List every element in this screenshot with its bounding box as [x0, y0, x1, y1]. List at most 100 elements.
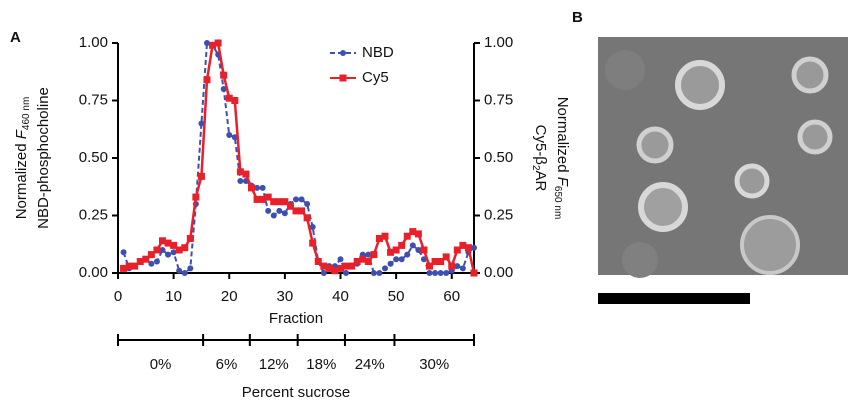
- marker: [231, 134, 238, 141]
- vesicle: [605, 50, 645, 90]
- x-tick-label: 20: [221, 288, 238, 305]
- marker: [359, 255, 367, 263]
- marker: [448, 262, 456, 270]
- x-tick-label: 10: [165, 288, 182, 305]
- marker: [159, 237, 166, 245]
- marker: [343, 270, 350, 276]
- x-tick-label: 0: [114, 288, 122, 305]
- y-label-var: F: [13, 129, 30, 139]
- marker: [403, 232, 411, 240]
- marker: [153, 258, 160, 265]
- marker: [181, 244, 189, 252]
- marker: [387, 260, 394, 267]
- marker: [365, 251, 372, 258]
- micrograph: [598, 37, 848, 278]
- y-label-text: Normalized: [13, 139, 30, 219]
- marker: [225, 94, 233, 102]
- marker: [314, 258, 322, 265]
- marker: [220, 86, 227, 92]
- panel-label: A: [10, 29, 21, 46]
- marker: [364, 258, 372, 265]
- legend-label: NBD: [362, 44, 394, 61]
- marker: [409, 242, 416, 249]
- marker: [187, 265, 194, 272]
- marker: [236, 168, 244, 176]
- marker: [292, 207, 300, 215]
- y2-axis-label: Cy5-β2AR: [530, 125, 549, 192]
- y2-tick-label: 0.50: [484, 149, 513, 166]
- marker: [432, 270, 439, 276]
- marker: [459, 265, 466, 272]
- y-axis-label: NBD-phosphocholine: [35, 87, 52, 229]
- x-tick-label: 30: [277, 288, 294, 305]
- marker: [443, 270, 450, 276]
- marker: [414, 230, 422, 238]
- marker: [320, 270, 327, 276]
- y-tick-label: 0.00: [79, 264, 108, 281]
- y-tick-label: 0.75: [79, 91, 108, 108]
- marker: [165, 251, 172, 258]
- marker: [254, 184, 261, 191]
- marker: [325, 264, 333, 272]
- marker: [331, 267, 339, 275]
- marker: [370, 251, 378, 259]
- x-tick-label: 60: [443, 288, 460, 305]
- panel-label: B: [572, 9, 583, 26]
- marker: [175, 246, 183, 254]
- y2-tick-label: 0.00: [484, 264, 513, 281]
- marker: [470, 269, 478, 277]
- marker: [309, 224, 316, 230]
- y2-label-text: Cy5-β: [532, 125, 549, 166]
- y2-tick-label: 0.75: [484, 91, 513, 108]
- marker: [120, 264, 128, 272]
- marker: [320, 262, 328, 270]
- marker: [398, 241, 406, 249]
- marker: [286, 202, 294, 210]
- marker: [459, 241, 467, 249]
- marker: [298, 207, 306, 215]
- y-axis-label: Normalized F460 nm: [13, 97, 32, 220]
- y-label-sub: 460 nm: [21, 97, 32, 130]
- marker: [342, 262, 350, 270]
- x-tick-label: 50: [388, 288, 405, 305]
- marker: [353, 258, 361, 265]
- marker: [186, 235, 194, 242]
- marker: [281, 198, 289, 206]
- marker: [387, 248, 395, 256]
- marker: [276, 207, 283, 214]
- marker: [426, 262, 433, 270]
- marker: [259, 184, 266, 191]
- marker: [231, 97, 239, 104]
- marker: [270, 212, 277, 219]
- vesicle: [740, 215, 800, 275]
- marker: [375, 235, 383, 242]
- legend-marker: [339, 74, 347, 82]
- marker: [136, 258, 144, 265]
- marker: [220, 71, 228, 79]
- marker: [164, 239, 172, 247]
- marker: [142, 255, 150, 263]
- marker: [170, 249, 177, 256]
- marker: [420, 246, 428, 254]
- marker: [147, 251, 155, 259]
- y2-tick-label: 1.00: [484, 34, 513, 51]
- y2-axis-label: Normalized F650 nm: [552, 97, 571, 220]
- marker: [453, 246, 461, 254]
- marker: [437, 270, 444, 276]
- marker: [309, 239, 317, 247]
- vesicle: [675, 60, 725, 110]
- marker: [242, 170, 250, 178]
- marker: [404, 251, 411, 258]
- vesicle: [622, 242, 658, 278]
- sucrose-label: Percent sucrose: [242, 384, 350, 401]
- marker: [454, 263, 461, 270]
- marker: [376, 270, 383, 276]
- vesicle: [734, 163, 770, 199]
- sucrose-segment-label: 0%: [150, 356, 172, 373]
- marker: [293, 196, 299, 203]
- marker: [197, 172, 205, 180]
- y-tick-label: 1.00: [79, 34, 108, 51]
- marker: [304, 201, 311, 207]
- x-axis-label: Fraction: [269, 310, 323, 327]
- marker: [209, 41, 217, 49]
